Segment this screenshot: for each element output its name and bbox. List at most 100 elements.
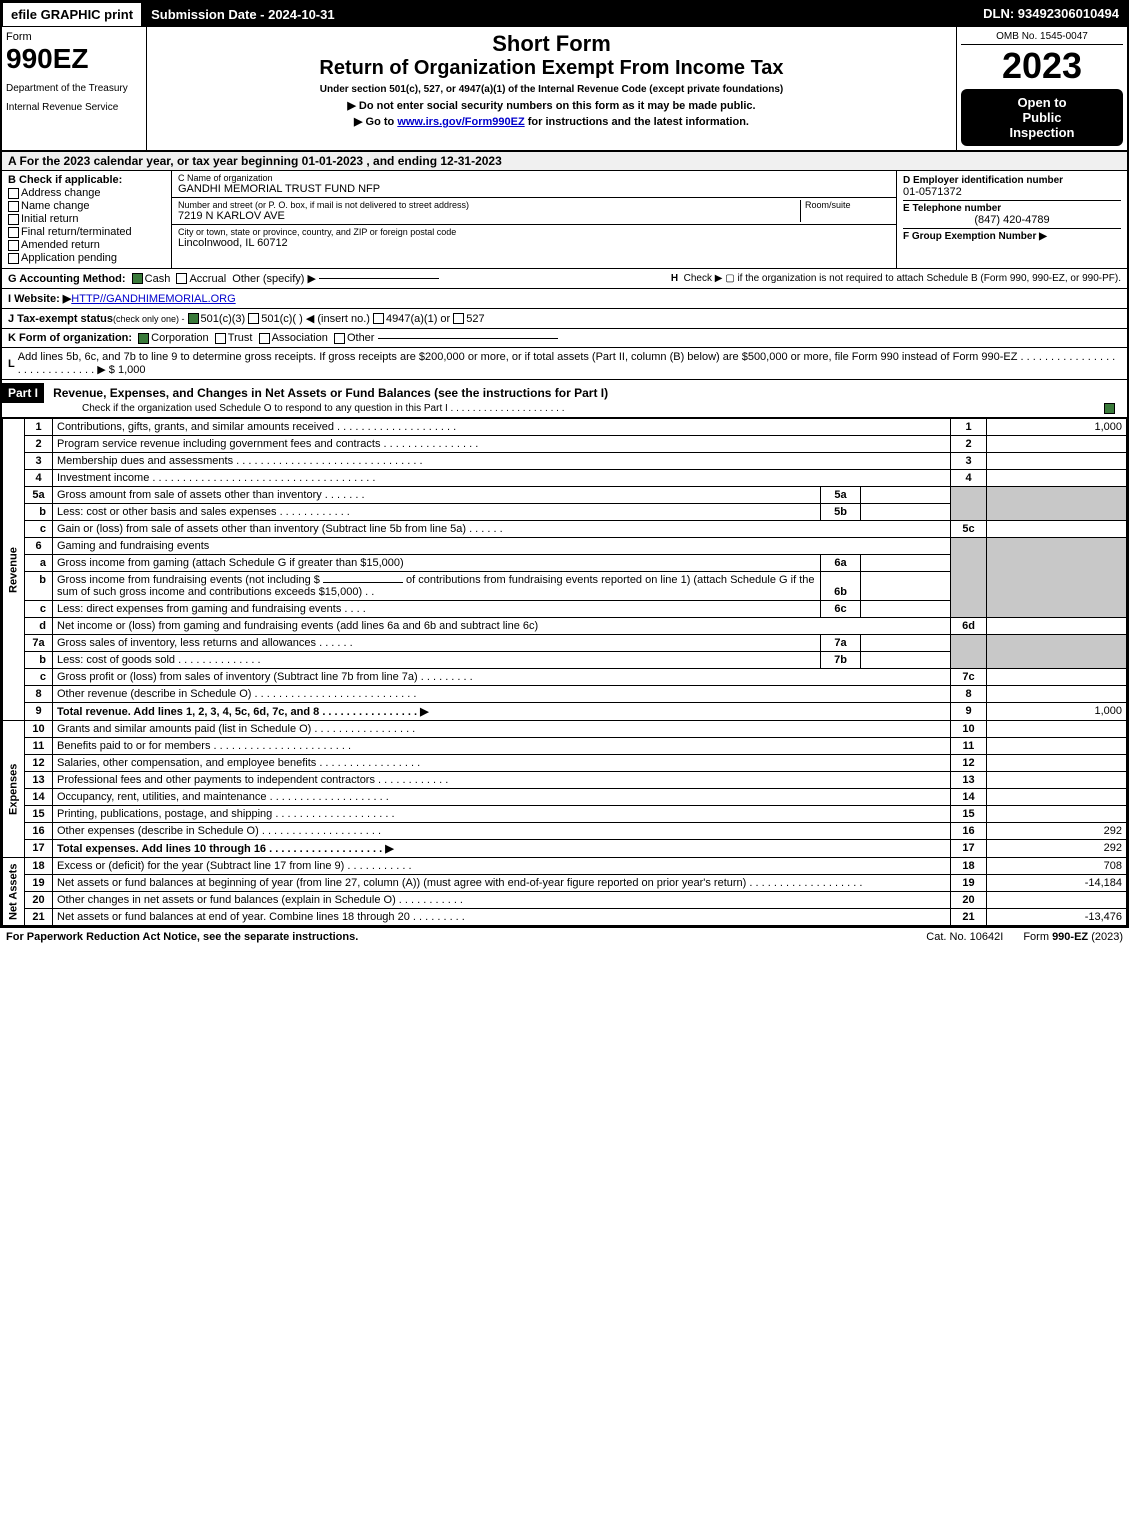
row-j: J Tax-exempt status (check only one) - 5… <box>2 309 1127 329</box>
form-number: 990EZ <box>6 43 142 75</box>
line-16-val: 292 <box>987 823 1127 840</box>
line-2-val <box>987 436 1127 453</box>
revenue-label: Revenue <box>3 419 25 721</box>
line-11-no: 11 <box>25 738 53 755</box>
row-g-label: G Accounting Method: <box>8 273 126 285</box>
line-15-num: 15 <box>951 806 987 823</box>
line-17-val: 292 <box>987 840 1127 858</box>
open-public-line2: Public <box>967 110 1117 125</box>
check-527[interactable] <box>453 313 464 324</box>
line-4-no: 4 <box>25 470 53 487</box>
line-13-num: 13 <box>951 772 987 789</box>
line-11-val <box>987 738 1127 755</box>
line-7a-desc: Gross sales of inventory, less returns a… <box>53 635 821 652</box>
section-b: B Check if applicable: Address change Na… <box>2 171 172 268</box>
line-1-no: 1 <box>25 419 53 436</box>
check-final-return[interactable]: Final return/terminated <box>8 226 165 238</box>
check-trust[interactable] <box>215 333 226 344</box>
part1-sub: Check if the organization used Schedule … <box>2 403 1127 414</box>
line-20-desc: Other changes in net assets or fund bala… <box>53 892 951 909</box>
line-7c-val <box>987 669 1127 686</box>
line-15-desc: Printing, publications, postage, and shi… <box>53 806 951 823</box>
header-right: OMB No. 1545-0047 2023 Open to Public In… <box>957 27 1127 150</box>
short-form-title: Short Form <box>151 31 952 57</box>
section-c: C Name of organization GANDHI MEMORIAL T… <box>172 171 897 268</box>
row-i: I Website: ▶ HTTP//GANDHIMEMORIAL.ORG <box>2 289 1127 309</box>
check-corporation[interactable] <box>138 333 149 344</box>
line-6-gray <box>951 538 987 618</box>
group-exemption-label: F Group Exemption Number ▶ <box>903 231 1121 242</box>
line-1-num: 1 <box>951 419 987 436</box>
line-7a-subval <box>861 635 951 652</box>
ein-value: 01-0571372 <box>903 186 1121 198</box>
phone-label: E Telephone number <box>903 203 1121 214</box>
line-5c-no: c <box>25 521 53 538</box>
line-5b-subval <box>861 504 951 521</box>
line-5b-no: b <box>25 504 53 521</box>
form-label: Form <box>6 31 142 43</box>
section-a-calendar: A For the 2023 calendar year, or tax yea… <box>2 152 1127 171</box>
city-label: City or town, state or province, country… <box>178 227 890 237</box>
submission-date: Submission Date - 2024-10-31 <box>142 2 344 27</box>
line-4-val <box>987 470 1127 487</box>
goto-link[interactable]: www.irs.gov/Form990EZ <box>397 116 524 128</box>
city-value: Lincolnwood, IL 60712 <box>178 237 890 249</box>
line-7a-no: 7a <box>25 635 53 652</box>
footer-formref: Form 990-EZ (2023) <box>1023 931 1123 943</box>
line-5ab-gray <box>951 487 987 521</box>
return-title: Return of Organization Exempt From Incom… <box>151 57 952 80</box>
line-9-num: 9 <box>951 703 987 721</box>
row-l-label: L <box>8 358 15 370</box>
line-17-num: 17 <box>951 840 987 858</box>
line-21-no: 21 <box>25 909 53 926</box>
line-12-num: 12 <box>951 755 987 772</box>
check-other[interactable] <box>334 333 345 344</box>
check-initial-return[interactable]: Initial return <box>8 213 165 225</box>
line-20-num: 20 <box>951 892 987 909</box>
check-4947[interactable] <box>373 313 384 324</box>
row-j-label: J Tax-exempt status <box>8 313 113 325</box>
check-schedule-o[interactable] <box>1104 403 1115 414</box>
line-5b-desc: Less: cost or other basis and sales expe… <box>53 504 821 521</box>
check-501c3[interactable] <box>188 313 199 324</box>
line-21-num: 21 <box>951 909 987 926</box>
check-name-change[interactable]: Name change <box>8 200 165 212</box>
goto-instruction: ▶ Go to www.irs.gov/Form990EZ for instru… <box>151 115 952 128</box>
line-7b-subval <box>861 652 951 669</box>
row-h-text: H Check ▶ ▢ if the organization is not r… <box>671 273 1121 284</box>
website-link[interactable]: HTTP//GANDHIMEMORIAL.ORG <box>71 293 235 305</box>
check-501c[interactable] <box>248 313 259 324</box>
line-5c-num: 5c <box>951 521 987 538</box>
line-7a-sub: 7a <box>821 635 861 652</box>
check-address-change[interactable]: Address change <box>8 187 165 199</box>
no-ssn-instruction: ▶ Do not enter social security numbers o… <box>151 99 952 112</box>
line-9-val: 1,000 <box>987 703 1127 721</box>
street-label: Number and street (or P. O. box, if mail… <box>178 200 800 210</box>
check-cash[interactable] <box>132 273 143 284</box>
street-value: 7219 N KARLOV AVE <box>178 210 800 222</box>
line-13-val <box>987 772 1127 789</box>
line-18-val: 708 <box>987 858 1127 875</box>
line-6d-no: d <box>25 618 53 635</box>
check-accrual[interactable] <box>176 273 187 284</box>
line-8-desc: Other revenue (describe in Schedule O) .… <box>53 686 951 703</box>
line-6c-no: c <box>25 601 53 618</box>
org-name-value: GANDHI MEMORIAL TRUST FUND NFP <box>178 183 890 195</box>
header-mid: Short Form Return of Organization Exempt… <box>147 27 957 150</box>
netassets-label: Net Assets <box>3 858 25 926</box>
check-association[interactable] <box>259 333 270 344</box>
line-17-desc: Total expenses. Add lines 10 through 16 … <box>53 840 951 858</box>
line-5c-val <box>987 521 1127 538</box>
main-table: Revenue 1 Contributions, gifts, grants, … <box>2 418 1127 926</box>
efile-label: efile GRAPHIC print <box>2 2 142 27</box>
ein-label: D Employer identification number <box>903 175 1121 186</box>
line-7b-sub: 7b <box>821 652 861 669</box>
line-19-no: 19 <box>25 875 53 892</box>
open-public-line1: Open to <box>967 95 1117 110</box>
line-13-desc: Professional fees and other payments to … <box>53 772 951 789</box>
check-amended-return[interactable]: Amended return <box>8 239 165 251</box>
line-20-no: 20 <box>25 892 53 909</box>
line-12-desc: Salaries, other compensation, and employ… <box>53 755 951 772</box>
check-app-pending[interactable]: Application pending <box>8 252 165 264</box>
line-6d-num: 6d <box>951 618 987 635</box>
